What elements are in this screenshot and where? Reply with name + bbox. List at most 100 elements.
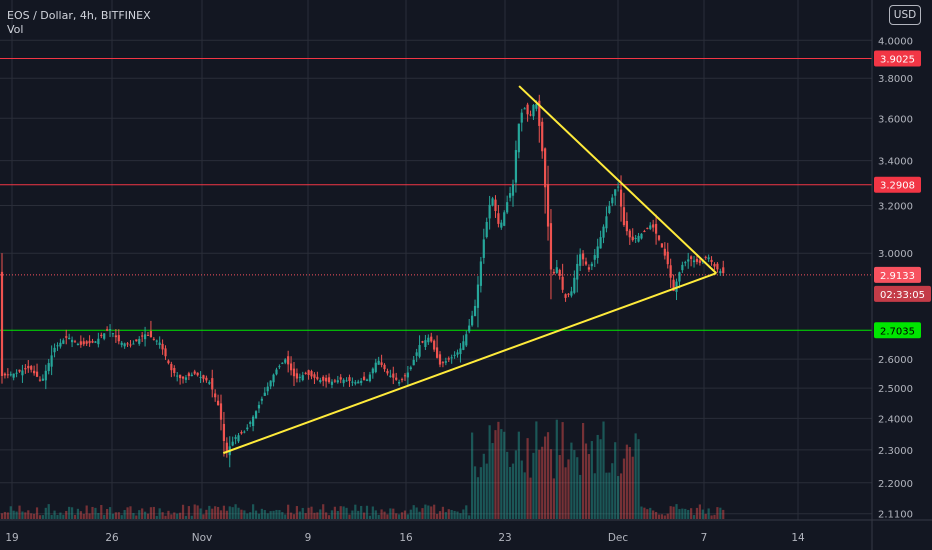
- time-axis[interactable]: 19 26 Nov 9 16 23 Dec 7 14: [0, 519, 932, 544]
- price-axis[interactable]: 3.9025 3.2908 2.7035 2.9133 02:33:05 4.0000 3.…: [871, 0, 931, 550]
- volume-bar: [660, 514, 664, 519]
- volume-bar: [643, 507, 646, 519]
- volume-bar: [15, 511, 18, 519]
- volume-bar: [33, 513, 36, 519]
- volume-bar: [123, 509, 126, 519]
- volume-bar: [541, 446, 544, 519]
- volume-bar: [146, 513, 150, 519]
- volume-bar: [409, 509, 412, 519]
- volume-bar: [549, 449, 553, 519]
- volume-bar: [149, 507, 153, 519]
- volume-bar: [395, 513, 398, 519]
- volume-bar: [266, 513, 269, 519]
- volume-bar: [497, 421, 500, 519]
- price-tick-label: 2.4000: [878, 414, 913, 425]
- volume-bar: [354, 504, 357, 519]
- volume-bar: [91, 506, 94, 519]
- volume-bar: [228, 506, 231, 519]
- price-tick-label: 3.8000: [878, 74, 913, 85]
- volume-bar: [333, 506, 336, 519]
- price-tick-label: 3.0000: [878, 249, 913, 260]
- volume-bar: [345, 507, 348, 519]
- candle-body: [552, 271, 555, 274]
- candle-body: [599, 237, 602, 249]
- volume-bar: [619, 473, 623, 519]
- candle-body: [695, 258, 699, 262]
- price-tick-label: 2.1100: [878, 510, 913, 521]
- volume-bar: [53, 510, 56, 519]
- candle-body: [12, 373, 15, 378]
- volume-bar: [365, 505, 369, 519]
- volume-bar: [313, 512, 316, 519]
- volume-bar: [453, 510, 456, 519]
- volume-bar: [564, 467, 567, 519]
- time-tick-label: Nov: [192, 532, 213, 544]
- volume-bar: [398, 514, 401, 519]
- volume-bar: [666, 513, 669, 519]
- currency-button[interactable]: USD: [889, 5, 921, 25]
- volume-bar: [687, 509, 690, 519]
- candle-body: [21, 370, 24, 376]
- volume-bar: [532, 452, 535, 519]
- candle-body: [430, 336, 433, 342]
- candle-body: [654, 223, 658, 234]
- volume-bar: [608, 472, 611, 519]
- volume-bar: [374, 510, 377, 519]
- volume-bar: [628, 447, 631, 519]
- volume-bar: [684, 508, 687, 519]
- volume-bar: [459, 513, 462, 519]
- volume-bar: [56, 515, 59, 519]
- volume-bar: [652, 510, 655, 519]
- candle-body: [287, 356, 290, 365]
- candle-body: [246, 427, 249, 430]
- level-price-tag: [874, 176, 921, 193]
- candle-body: [114, 335, 117, 338]
- candle-body: [325, 377, 328, 382]
- candle-body: [576, 263, 579, 280]
- candle-body: [348, 377, 351, 382]
- volume-bar: [6, 512, 9, 519]
- volume-bar: [310, 506, 313, 519]
- volume-bar: [257, 513, 261, 519]
- candle-body: [88, 340, 91, 344]
- volume-bar: [187, 506, 190, 519]
- candle-body: [319, 380, 322, 382]
- candle-body: [85, 341, 88, 344]
- candle-body: [260, 398, 263, 401]
- candle-body: [392, 373, 395, 378]
- volume-bar: [316, 512, 319, 519]
- candle-body: [322, 376, 325, 381]
- volume-bar: [520, 460, 523, 519]
- candle-body: [614, 189, 617, 196]
- candle-body: [211, 378, 214, 390]
- volume-bar: [135, 515, 138, 519]
- candle-body: [30, 366, 33, 370]
- candle-body: [444, 361, 447, 363]
- candle-body: [622, 207, 626, 226]
- volume-bar: [0, 513, 4, 519]
- candle-body: [190, 374, 193, 377]
- candle-body: [640, 233, 643, 239]
- volume-bar: [126, 507, 129, 519]
- candle-body: [106, 329, 109, 331]
- candle-body: [593, 255, 596, 260]
- volume-indicator-label[interactable]: Vol: [7, 23, 24, 36]
- volume-bar: [284, 514, 287, 519]
- volume-bar: [514, 450, 518, 519]
- candle-body: [345, 380, 348, 382]
- volume-bar: [117, 512, 120, 519]
- candle-body: [415, 352, 418, 356]
- volume-bar: [193, 504, 196, 519]
- volume-bar: [100, 505, 103, 519]
- volume-bar: [447, 509, 450, 519]
- volume-bar: [584, 443, 588, 519]
- volume-bar: [640, 506, 643, 519]
- candle-body: [637, 235, 640, 242]
- volume-bar: [617, 476, 620, 519]
- volume-bar: [21, 511, 24, 519]
- candle-body: [707, 257, 710, 260]
- volume-bar: [482, 453, 485, 519]
- candle-body: [351, 381, 354, 383]
- candle-body: [383, 364, 386, 370]
